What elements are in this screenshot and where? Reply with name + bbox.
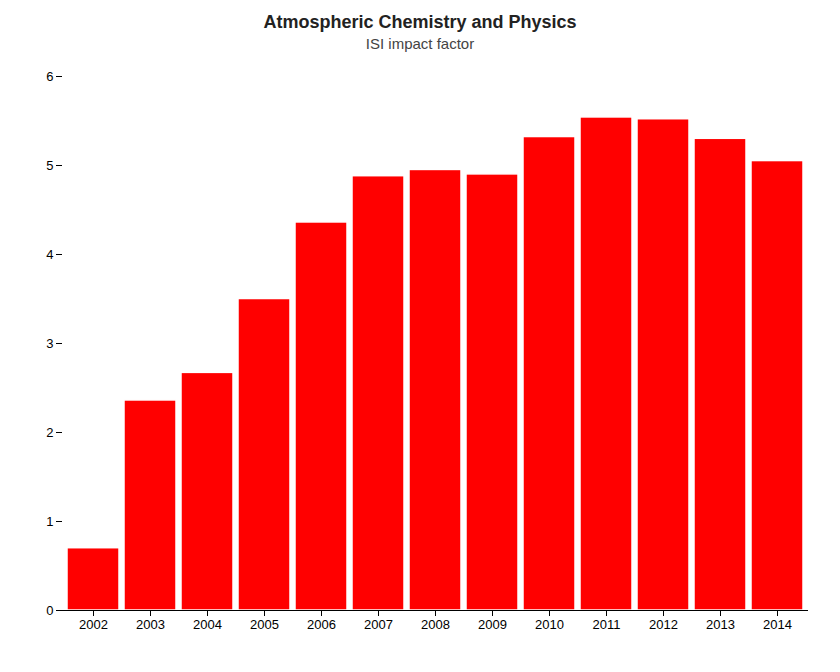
svg-text:2010: 2010	[535, 617, 564, 632]
svg-text:1: 1	[46, 514, 53, 529]
svg-text:2: 2	[46, 425, 53, 440]
svg-text:2003: 2003	[136, 617, 165, 632]
svg-text:6: 6	[46, 69, 53, 84]
svg-text:2005: 2005	[250, 617, 279, 632]
svg-text:2013: 2013	[706, 617, 735, 632]
html-text:ISI impact factor: ISI impact factor	[365, 35, 475, 52]
svg-text:2012: 2012	[649, 617, 678, 632]
svg-text:2002: 2002	[79, 617, 108, 632]
svg-text:2011: 2011	[593, 617, 621, 632]
svg-text:2004: 2004	[193, 617, 222, 632]
html-text:Atmospheric Chemistry and Phys: Atmospheric Chemistry and Physics	[263, 12, 577, 32]
svg-text:5: 5	[46, 158, 53, 173]
svg-text:0: 0	[46, 603, 53, 618]
svg-text:2008: 2008	[421, 617, 450, 632]
svg-text:2007: 2007	[364, 617, 393, 632]
svg-text:2009: 2009	[478, 617, 507, 632]
svg-text:2014: 2014	[763, 617, 792, 632]
svg-text:3: 3	[46, 336, 53, 351]
svg-text:4: 4	[46, 247, 53, 262]
svg-text:2006: 2006	[307, 617, 336, 632]
